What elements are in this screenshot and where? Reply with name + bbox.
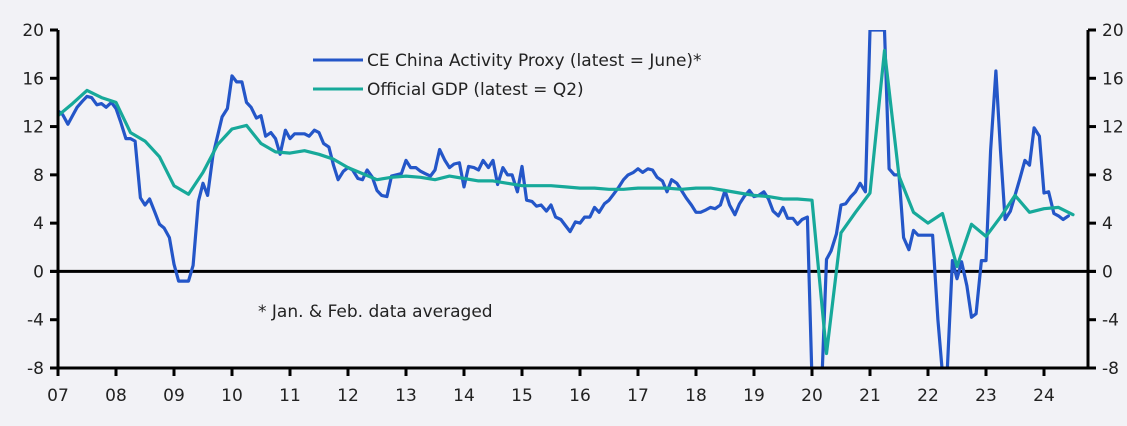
- left-y-tick-label: 16: [22, 69, 44, 89]
- left-y-ticks: -8 -4 0 4 8 12 16 20: [22, 21, 58, 379]
- left-y-tick-label: -4: [27, 311, 44, 331]
- left-y-tick-label: 4: [33, 214, 44, 234]
- x-tick-label: 21: [859, 386, 881, 406]
- right-y-tick-label: 0: [1102, 262, 1113, 282]
- series-line-activity-proxy: [58, 30, 1071, 368]
- x-tick-label: 14: [453, 386, 475, 406]
- right-y-tick-label: 8: [1102, 166, 1113, 186]
- left-y-tick-label: 8: [33, 166, 44, 186]
- left-y-tick-label: -8: [27, 359, 44, 379]
- x-tick-label: 20: [801, 386, 823, 406]
- series-line-official-gdp: [58, 48, 1075, 356]
- x-tick-label: 10: [221, 386, 243, 406]
- x-tick-label: 11: [279, 386, 301, 406]
- x-tick-label: 08: [105, 386, 127, 406]
- legend-label-activity-proxy: CE China Activity Proxy (latest = June)*: [367, 51, 702, 71]
- x-tick-label: 13: [395, 386, 417, 406]
- right-y-tick-label: -4: [1102, 311, 1119, 331]
- right-y-tick-label: 4: [1102, 214, 1113, 234]
- right-y-tick-label: 12: [1102, 118, 1124, 138]
- left-y-tick-label: 0: [33, 262, 44, 282]
- plot-area: [50, 30, 1096, 368]
- x-tick-label: 17: [627, 386, 649, 406]
- x-tick-label: 12: [337, 386, 359, 406]
- x-tick-label: 23: [975, 386, 997, 406]
- x-tick-label: 15: [511, 386, 533, 406]
- legend-label-official-gdp: Official GDP (latest = Q2): [367, 80, 584, 100]
- left-y-tick-label: 12: [22, 118, 44, 138]
- x-tick-label: 19: [743, 386, 765, 406]
- legend: CE China Activity Proxy (latest = June)*…: [313, 51, 702, 100]
- series-layer: [58, 30, 1075, 368]
- x-ticks: 07 08 09 10 11 12 13 14 15 16 17 18 19 20 21 22 23 24: [47, 368, 1055, 406]
- right-y-tick-label: 16: [1102, 69, 1124, 89]
- right-y-tick-label: 20: [1102, 21, 1124, 41]
- x-tick-label: 07: [47, 386, 69, 406]
- x-tick-label: 22: [917, 386, 939, 406]
- left-y-tick-label: 20: [22, 21, 44, 41]
- footnote-annotation: * Jan. & Feb. data averaged: [258, 302, 493, 322]
- right-y-ticks: -8 -4 0 4 8 12 16 20: [1088, 21, 1124, 379]
- x-tick-label: 09: [163, 386, 185, 406]
- x-tick-label: 18: [685, 386, 707, 406]
- right-y-tick-label: -8: [1102, 359, 1119, 379]
- x-tick-label: 24: [1033, 386, 1055, 406]
- x-tick-label: 16: [569, 386, 591, 406]
